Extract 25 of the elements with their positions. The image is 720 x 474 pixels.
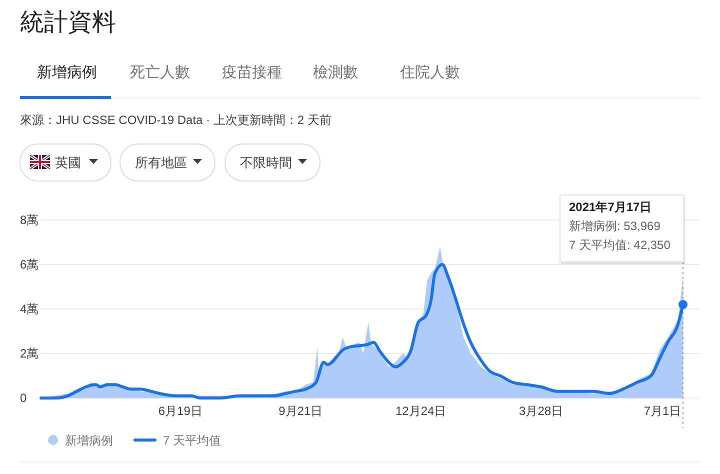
legend-label: 新增病例 — [65, 434, 113, 448]
y-tick-label: 4萬 — [20, 302, 39, 316]
text: 2021年7月17日 — [569, 200, 652, 214]
x-tick-label: 3月28日 — [519, 404, 564, 418]
text: 所有地區 — [135, 155, 187, 170]
x-tick-label: 7月1日 — [644, 404, 682, 418]
y-tick-label: 2萬 — [20, 346, 39, 360]
x-tick-label: 6月19日 — [158, 404, 202, 418]
text: 新增病例 — [37, 64, 97, 81]
text: 死亡人數 — [130, 64, 190, 81]
x-tick-label: 9月21日 — [278, 404, 323, 418]
chart-subtitle: 來源：JHU CSSE COVID-19 Data · 上次更新時間：2 天前 — [20, 113, 332, 127]
y-tick-label: 8萬 — [20, 213, 39, 227]
text: 疫苗接種 — [222, 64, 282, 81]
y-tick-label: 6萬 — [20, 258, 39, 272]
x-tick-label: 12月24日 — [395, 404, 446, 418]
text: 不限時間 — [240, 155, 292, 170]
annotation: 新增病例: 53,969 — [569, 219, 661, 233]
y-tick-label: 0 — [20, 391, 27, 405]
chart-title: 統計資料 — [20, 9, 116, 36]
text: 住院人數 — [399, 64, 460, 81]
annotation: 7 天平均值: 42,350 — [569, 238, 671, 252]
text: 英國 — [55, 155, 81, 170]
text: 檢測數 — [313, 64, 358, 81]
legend-label: 7 天平均值 — [163, 434, 222, 448]
